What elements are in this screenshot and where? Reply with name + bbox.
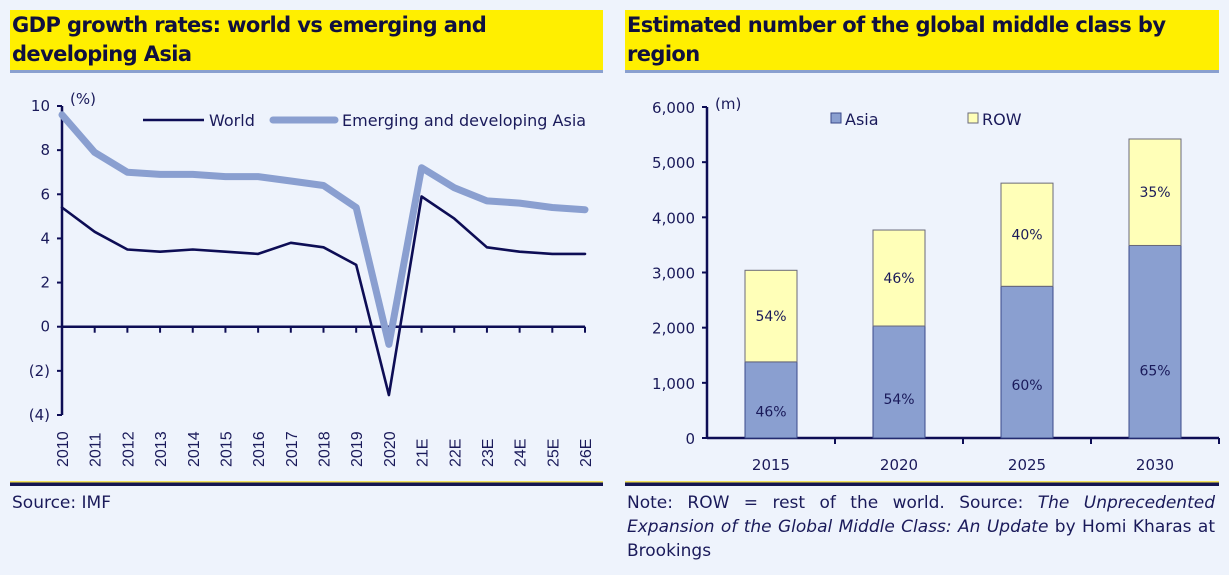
middle-class-bar-chart: 0 1,000 2,000 3,000 4,000 5,000 6,000 (m) 46% 54%… xyxy=(652,95,1220,474)
y-tick-label: 8 xyxy=(40,141,50,159)
bar-label-asia: 65% xyxy=(1139,364,1170,380)
bar-row xyxy=(872,229,926,327)
legend-label-asia: Asia xyxy=(845,110,879,129)
bar-row xyxy=(1128,138,1182,246)
x-tick-label: 2013 xyxy=(153,431,170,467)
y-tick-label: 5,000 xyxy=(652,154,695,172)
y-tick-label: 4 xyxy=(40,229,50,247)
y-tick-label: (2) xyxy=(29,362,50,380)
middle-class-note: Note: ROW = rest of the world. Source: T… xyxy=(627,491,1215,563)
y-tick-label: 1,000 xyxy=(652,375,695,393)
x-tick-label: 2016 xyxy=(251,431,268,467)
bar-label-row: 40% xyxy=(1011,228,1042,244)
x-tick-label: 2010 xyxy=(55,431,72,467)
legend-swatch-row xyxy=(967,112,979,124)
y-tick-label: 0 xyxy=(685,430,695,448)
x-tick-label: 21E xyxy=(415,439,432,467)
bar-asia xyxy=(744,361,798,439)
x-tick-label: 2019 xyxy=(349,431,366,467)
bar-label-asia: 46% xyxy=(755,404,786,420)
gdp-chart-title: GDP growth rates: world vs emerging and … xyxy=(12,13,487,66)
bar-asia xyxy=(1000,285,1054,439)
bar-label-row: 46% xyxy=(883,271,914,287)
legend-swatch-asia xyxy=(830,112,842,124)
y-tick-label: (4) xyxy=(29,406,50,424)
y-tick-label: 0 xyxy=(40,318,50,336)
gdp-chart-title-band: GDP growth rates: world vs emerging and … xyxy=(10,10,603,73)
series-line-asia xyxy=(58,111,589,348)
middle-class-title-band: Estimated number of the global middle cl… xyxy=(625,10,1219,73)
bar-label-row: 54% xyxy=(755,309,786,325)
y-tick-label: 2 xyxy=(40,274,50,292)
x-tick-label: 2014 xyxy=(186,431,203,467)
bar-row xyxy=(1000,182,1054,287)
y-tick-label: 2,000 xyxy=(652,320,695,338)
note-suffix: by Homi Kharas at Brookings xyxy=(627,517,1215,561)
x-tick-label: 2020 xyxy=(382,431,399,467)
x-tick-label: 2030 xyxy=(1136,456,1174,474)
legend-label-asia: Emerging and developing Asia xyxy=(342,111,586,130)
gdp-line-chart: 10 8 6 4 2 0 (2) (4) (%) 2010 2011 2012 2013 2014 2015… xyxy=(29,90,595,467)
x-tick-label: 2020 xyxy=(880,456,918,474)
bar-asia xyxy=(1128,244,1182,439)
middle-class-chart-title: Estimated number of the global middle cl… xyxy=(627,13,1166,66)
legend-label-row: ROW xyxy=(982,110,1022,129)
x-tick-label: 2017 xyxy=(284,431,301,467)
x-tick-label: 2015 xyxy=(218,431,235,467)
y-unit-label: (m) xyxy=(715,95,741,113)
y-tick-label: 6 xyxy=(40,185,50,203)
x-tick-label: 2012 xyxy=(120,431,137,467)
series-line-world xyxy=(60,195,587,397)
x-tick-label: 22E xyxy=(447,439,464,467)
legend-label-world: World xyxy=(209,111,255,130)
bar-row xyxy=(744,269,798,363)
x-tick-label: 24E xyxy=(513,439,530,467)
note-source-title: The Unprecedented Expansion of the Globa… xyxy=(627,493,1216,537)
x-tick-label: 2011 xyxy=(88,432,105,467)
x-tick-label: 23E xyxy=(480,439,497,467)
x-tick-label: 25E xyxy=(545,439,562,467)
bar-asia xyxy=(872,325,926,439)
x-tick-label: 2018 xyxy=(317,431,334,467)
y-unit-label: (%) xyxy=(70,90,96,108)
bar-label-row: 35% xyxy=(1139,185,1170,201)
bar-label-asia: 60% xyxy=(1011,378,1042,394)
gdp-source: Source: IMF xyxy=(12,493,111,513)
x-tick-label: 2015 xyxy=(752,456,790,474)
x-tick-label: 26E xyxy=(578,439,595,467)
middle-class-footer-rule xyxy=(625,481,1219,486)
y-tick-label: 3,000 xyxy=(652,265,695,283)
y-tick-label: 4,000 xyxy=(652,209,695,227)
bar-label-asia: 54% xyxy=(883,392,914,408)
y-tick-label: 6,000 xyxy=(652,99,695,117)
gdp-footer-rule xyxy=(10,481,603,486)
y-tick-label: 10 xyxy=(31,97,50,115)
note-prefix: Note: ROW = rest of the world. Source: xyxy=(627,493,1038,513)
x-tick-label: 2025 xyxy=(1008,456,1046,474)
